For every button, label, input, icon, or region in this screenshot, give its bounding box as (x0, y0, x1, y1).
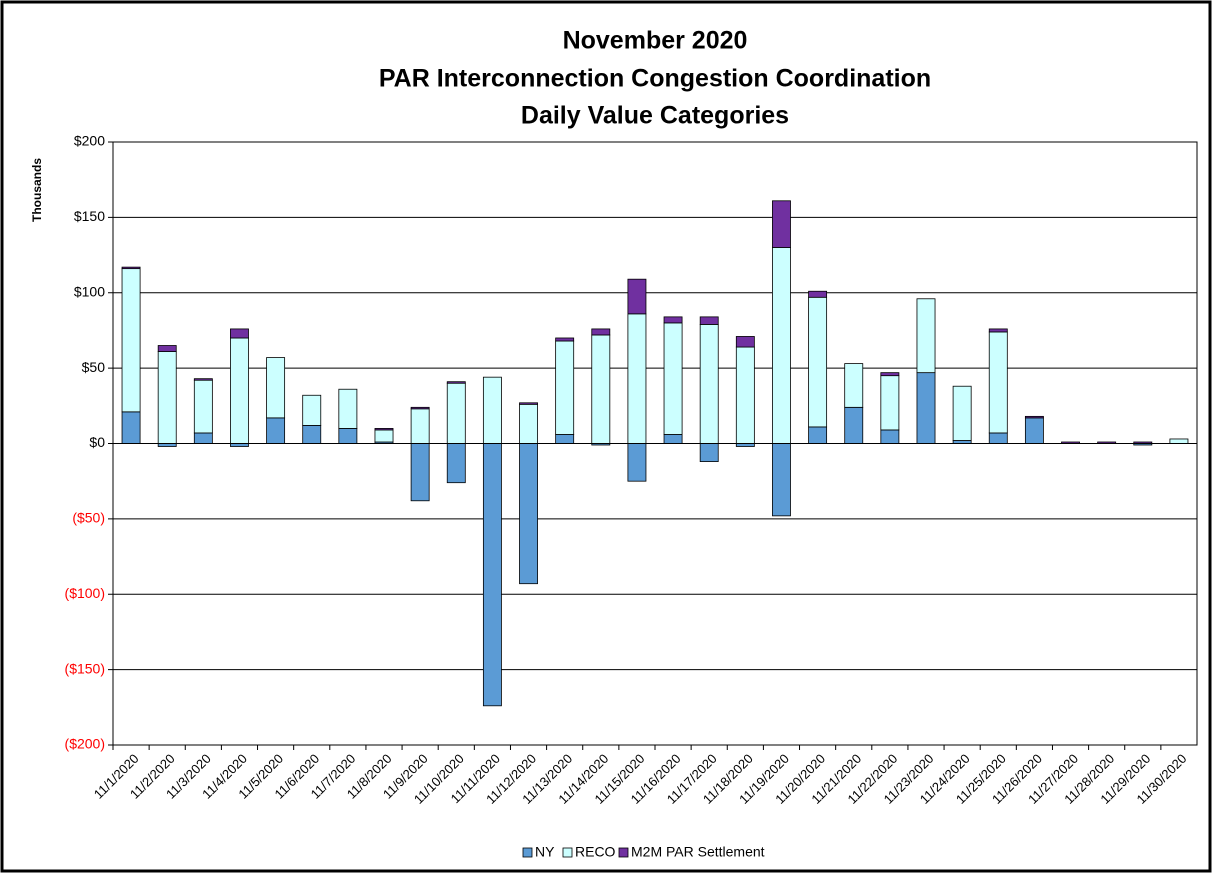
bar-segment (338, 388, 358, 429)
bar-segment (555, 434, 575, 444)
legend-label: RECO (575, 844, 616, 860)
bar-segment (193, 432, 213, 444)
bar-segment (410, 443, 430, 502)
bar-segment (410, 408, 430, 444)
y-tick-label: $0 (89, 434, 105, 450)
bar-segment (772, 200, 791, 248)
bar-segment (519, 403, 538, 444)
legend-swatch (618, 847, 629, 858)
bar-segment (157, 351, 177, 444)
bar-segment (338, 428, 358, 444)
y-tick-label: ($50) (72, 510, 105, 526)
chart-title: Daily Value Categories (521, 102, 789, 130)
bar-segment (121, 411, 141, 444)
legend-label: M2M PAR Settlement (631, 844, 765, 860)
legend-swatch (562, 847, 573, 858)
bar-segment (772, 247, 791, 444)
bar-segment (627, 313, 647, 444)
bar-segment (555, 337, 575, 342)
bar-segment (772, 443, 791, 517)
bar-segment (952, 385, 972, 441)
y-tick-label: $50 (82, 359, 106, 375)
bar-segment (844, 406, 864, 444)
y-tick-label: ($150) (65, 660, 105, 676)
bar-segment (266, 357, 286, 419)
bar-segment (699, 324, 719, 444)
y-axis-label: Thousands (30, 158, 44, 222)
bar-segment (735, 346, 755, 444)
bar-segment (193, 378, 213, 381)
bar-segment (735, 336, 755, 348)
bar-segment (591, 328, 611, 336)
bar-segment (880, 372, 900, 377)
bar-segment (916, 298, 936, 374)
y-tick-label: $150 (74, 208, 105, 224)
bar-segment (1024, 417, 1044, 444)
bar-segment (266, 417, 286, 444)
bar-segment (808, 290, 828, 298)
bar-segment (663, 434, 683, 444)
bar-segment (302, 394, 322, 426)
bar-segment (519, 443, 538, 585)
bar-segment (988, 331, 1008, 434)
bar-segment (627, 278, 647, 315)
bar-segment (988, 432, 1008, 444)
y-tick-label: $100 (74, 283, 105, 299)
y-tick-label: ($100) (65, 585, 105, 601)
bar-segment (988, 328, 1008, 333)
y-tick-label: ($200) (65, 736, 105, 752)
legend-swatch (522, 847, 533, 858)
bar-segment (916, 372, 936, 444)
bar-segment (157, 345, 177, 352)
bar-segment (808, 296, 828, 428)
bar-segment (121, 266, 141, 270)
bar-segment (374, 429, 394, 443)
bar-segment (627, 443, 647, 482)
chart-title: PAR Interconnection Congestion Coordinat… (379, 65, 931, 93)
bar-segment (663, 322, 683, 435)
bar-segment (482, 376, 502, 444)
y-tick-label: $200 (74, 133, 105, 149)
bar-segment (446, 443, 466, 484)
bar-segment (302, 425, 322, 444)
bar-segment (446, 381, 466, 384)
bar-segment (1024, 415, 1044, 419)
bar-segment (844, 363, 864, 408)
bar-segment (808, 426, 828, 444)
bar-segment (1169, 438, 1189, 444)
bar-segment (374, 428, 394, 431)
bar-segment (880, 429, 900, 444)
bar-segment (880, 375, 900, 431)
chart-title: November 2020 (563, 27, 748, 55)
bar-segment (121, 268, 141, 413)
bar-segment (699, 443, 719, 462)
bar-segment (410, 406, 430, 410)
bar-segment (230, 337, 249, 444)
bar-segment (555, 340, 575, 435)
bar-segment (482, 443, 502, 707)
legend-label: NY (535, 844, 555, 860)
bar-segment (591, 334, 611, 444)
bar-segment (699, 316, 719, 325)
bar-segment (193, 379, 213, 434)
bar-segment (230, 328, 249, 339)
bar-segment (519, 402, 538, 405)
bar-segment (446, 382, 466, 444)
bar-segment (663, 316, 683, 324)
